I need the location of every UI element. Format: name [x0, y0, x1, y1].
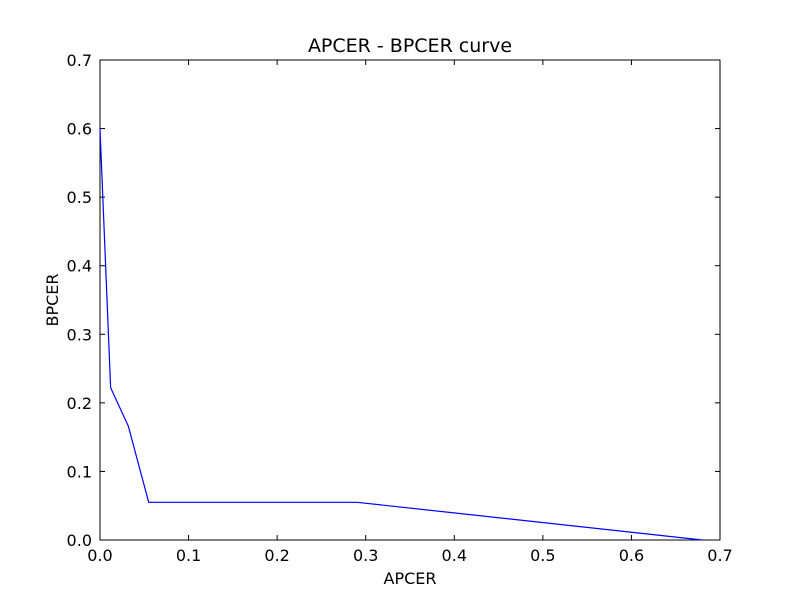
y-tick-label: 0.2	[67, 394, 92, 413]
plot-frame	[99, 59, 721, 541]
x-tick-label: 0.2	[264, 546, 289, 565]
x-tick-label: 0.7	[707, 546, 732, 565]
y-tick-label: 0.0	[67, 531, 92, 550]
y-tick-label: 0.4	[67, 257, 92, 276]
x-tick-label: 0.5	[530, 546, 555, 565]
x-tick-label: 0.0	[87, 546, 112, 565]
x-tick-label: 0.3	[353, 546, 378, 565]
y-tick-label: 0.3	[67, 325, 92, 344]
y-tick-label: 0.6	[67, 120, 92, 139]
plot-area: 0.0 0.1 0.2 0.3 0.4 0.5 0.6 0.7 0.0 0.1 0.2 0.3 0.4 0…	[67, 51, 733, 565]
x-tick-label: 0.4	[442, 546, 467, 565]
x-axis-title: APCER	[384, 569, 437, 588]
y-axis-title: BPCER	[43, 273, 62, 326]
x-tick-label: 0.1	[176, 546, 201, 565]
series-line-0	[99, 128, 703, 541]
x-tick-label: 0.6	[619, 546, 644, 565]
chart-title: APCER - BPCER curve	[308, 35, 512, 57]
y-tick-label: 0.7	[67, 51, 92, 70]
y-tick-label: 0.1	[67, 462, 92, 481]
y-tick-label: 0.5	[67, 188, 92, 207]
